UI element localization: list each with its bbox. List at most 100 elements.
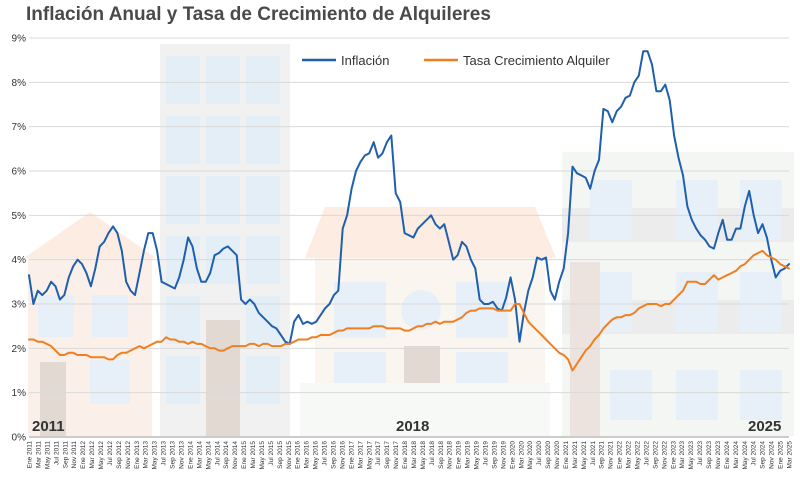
y-tick-label: 7% — [12, 122, 27, 133]
left-house-window — [90, 360, 130, 404]
y-tick-label: 1% — [12, 388, 27, 399]
x-tick-label: Mar 2023 — [679, 441, 686, 469]
legend-label-alquiler: Tasa Crecimiento Alquiler — [463, 53, 610, 68]
x-tick-label: Ene 2022 — [617, 441, 624, 469]
y-tick-label: 5% — [12, 211, 27, 222]
x-tick-label: Sep 2019 — [491, 441, 498, 469]
x-tick-label: Sep 2024 — [760, 441, 767, 469]
chart-title: Inflación Anual y Tasa de Crecimiento de… — [26, 4, 491, 25]
right-building-windows — [590, 180, 782, 420]
x-tick-label: Jul 2014 — [214, 441, 221, 466]
x-tick-label: May 2020 — [527, 441, 534, 470]
x-tick-label: Ene 2013 — [134, 441, 141, 469]
x-tick-label: May 2018 — [420, 441, 427, 470]
x-tick-label: Nov 2013 — [179, 441, 186, 469]
x-tick-label: Mar 2021 — [572, 441, 579, 469]
x-tick-label: Nov 2012 — [125, 441, 132, 469]
x-tick-label: Nov 2017 — [393, 441, 400, 469]
year-label-2018: 2018 — [396, 418, 429, 435]
x-tick-label: Ene 2015 — [241, 441, 248, 469]
x-tick-label: Nov 2020 — [554, 441, 561, 469]
right-building — [562, 152, 794, 436]
x-tick-label: May 2017 — [366, 441, 373, 470]
y-tick-label: 9% — [12, 34, 27, 45]
middle-house-fence — [300, 383, 550, 436]
x-tick-label: Nov 2016 — [339, 441, 346, 469]
middle-house-door — [404, 346, 440, 436]
x-tick-label: May 2019 — [474, 441, 481, 470]
x-tick-label: Ene 2024 — [724, 441, 731, 469]
y-tick-label: 0% — [12, 433, 27, 444]
legend: Inflación Tasa Crecimiento Alquiler — [302, 53, 610, 68]
x-tick-label: Ene 2011 — [27, 441, 34, 469]
x-tick-label: May 2016 — [313, 441, 320, 470]
left-house-window — [92, 295, 128, 337]
x-tick-label: Ene 2023 — [670, 441, 677, 469]
x-tick-label: Jul 2020 — [536, 441, 543, 466]
left-house-roof — [24, 212, 156, 258]
x-tick-label: Sep 2021 — [599, 441, 606, 469]
x-tick-label: Ene 2021 — [563, 441, 570, 469]
x-tick-label: Jul 2012 — [107, 441, 114, 466]
series-line-alquiler — [28, 249, 790, 372]
x-tick-label: Ene 2019 — [456, 441, 463, 469]
x-tick-label: Ene 2025 — [778, 441, 785, 469]
middle-house-round-window — [401, 290, 441, 330]
x-tick-label: Mar 2014 — [196, 441, 203, 469]
x-tick-label: Jul 2018 — [429, 441, 436, 466]
middle-house-windows — [334, 282, 508, 396]
right-building-balcony — [562, 300, 794, 334]
x-tick-label: May 2024 — [742, 441, 749, 470]
x-tick-label: May 2022 — [635, 441, 642, 470]
x-tick-label: Nov 2011 — [71, 441, 78, 469]
x-tick-label: Sep 2023 — [706, 441, 713, 469]
building-illustrations — [24, 44, 794, 436]
legend-label-inflacion: Inflación — [341, 53, 389, 68]
x-tick-label: Nov 2022 — [661, 441, 668, 469]
right-building-door — [570, 262, 600, 436]
x-tick-label: Sep 2017 — [384, 441, 391, 469]
y-axis-ticks: 0% 1% 2% 3% 4% 5% 6% 7% 8% 9% — [12, 34, 27, 444]
year-label-2011: 2011 — [32, 418, 65, 435]
middle-house-roof — [305, 207, 556, 258]
x-tick-label: Sep 2015 — [277, 441, 284, 469]
x-tick-label: Mar 2022 — [626, 441, 633, 469]
x-tick-label: Mar 2020 — [518, 441, 525, 469]
x-tick-label: Jul 2021 — [590, 441, 597, 466]
x-tick-label: Mar 2019 — [465, 441, 472, 469]
x-tick-label: Jul 2022 — [643, 441, 650, 466]
left-house-window — [38, 295, 74, 337]
x-tick-label: Ene 2017 — [348, 441, 355, 469]
x-tick-label: May 2021 — [581, 441, 588, 470]
series-lines — [28, 50, 790, 372]
x-tick-label: Nov 2024 — [769, 441, 776, 469]
x-tick-label: Nov 2021 — [608, 441, 615, 469]
x-tick-label: Ene 2018 — [402, 441, 409, 469]
x-tick-label: Mar 2012 — [89, 441, 96, 469]
y-tick-label: 2% — [12, 344, 27, 355]
x-tick-label: Ene 2012 — [80, 441, 87, 469]
x-tick-label: May 2011 — [44, 441, 51, 469]
x-tick-label: Nov 2014 — [232, 441, 239, 469]
x-tick-label: Ene 2020 — [509, 441, 516, 469]
x-tick-label: Jul 2015 — [268, 441, 275, 466]
x-tick-label: Sep 2018 — [438, 441, 445, 469]
y-tick-label: 8% — [12, 78, 27, 89]
x-tick-label: Jul 2017 — [375, 441, 382, 466]
x-tick-label: Nov 2019 — [500, 441, 507, 469]
x-tick-label: Jul 2016 — [322, 441, 329, 466]
x-tick-label: Sep 2014 — [223, 441, 230, 469]
x-tick-label: Mar 2016 — [304, 441, 311, 469]
x-tick-label: Sep 2013 — [170, 441, 177, 469]
x-tick-label: Mar 2024 — [733, 441, 740, 469]
x-tick-label: Jul 2019 — [483, 441, 490, 466]
x-tick-label: Nov 2023 — [715, 441, 722, 469]
x-tick-label: Mar 2017 — [357, 441, 364, 469]
x-tick-label: Jul 2013 — [161, 441, 168, 466]
x-tick-label: Mar 2025 — [787, 441, 794, 469]
y-tick-label: 6% — [12, 167, 27, 178]
x-tick-label: Nov 2018 — [447, 441, 454, 469]
series-line-inflacion — [28, 50, 790, 345]
x-tick-label: Ene 2016 — [295, 441, 302, 469]
